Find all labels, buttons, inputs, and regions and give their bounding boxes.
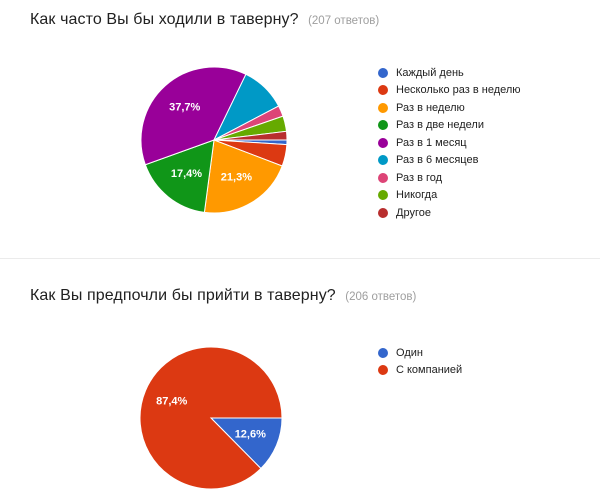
legend-item: Раз в 6 месяцев xyxy=(378,152,521,170)
legend-swatch-icon xyxy=(378,85,388,96)
pie-slice-4[interactable] xyxy=(140,66,247,166)
slice-percent-label: 17,4% xyxy=(171,168,202,180)
legend-item: Несколько раз в неделю xyxy=(378,82,521,100)
legend-swatch-icon xyxy=(378,365,388,376)
legend-label: Раз в 1 месяц xyxy=(396,136,467,149)
question-title-row: Как часто Вы бы ходили в таверну? (207 о… xyxy=(30,11,379,29)
legend-swatch-icon xyxy=(378,137,388,148)
pie-slice-1[interactable] xyxy=(139,346,283,490)
legend-swatch-icon xyxy=(378,347,388,358)
responses-count: (207 ответов) xyxy=(308,15,380,27)
pie-slice-8[interactable] xyxy=(213,130,288,141)
legend-frequency: Каждый день Несколько раз в неделю Раз в н… xyxy=(378,64,521,222)
legend-item: Никогда xyxy=(378,187,521,205)
legend-item: Раз в две недели xyxy=(378,117,521,135)
legend-label: Раз в две недели xyxy=(396,119,484,132)
pie-slice-2[interactable] xyxy=(203,139,283,214)
section-divider xyxy=(0,258,600,259)
legend-label: Никогда xyxy=(396,189,438,202)
legend-item: Раз в 1 месяц xyxy=(378,134,521,152)
legend-label: Раз в 6 месяцев xyxy=(396,154,479,167)
legend-label: Несколько раз в неделю xyxy=(396,84,521,97)
pie-chart-frequency[interactable]: 21,3% 17,4% 37,7% xyxy=(134,60,294,220)
pie-slice-0[interactable] xyxy=(209,417,283,470)
question-title-row: Как Вы предпочли бы прийти в таверну? (2… xyxy=(30,287,416,305)
legend-label: Один xyxy=(396,346,423,359)
legend-swatch-icon xyxy=(378,172,388,183)
legend-label: Раз в неделю xyxy=(396,101,465,114)
legend-swatch-icon xyxy=(378,102,388,113)
legend-item: Раз в неделю xyxy=(378,99,521,117)
pie-slice-3[interactable] xyxy=(144,139,215,213)
legend-swatch-icon xyxy=(378,207,388,218)
slice-percent-label: 87,4% xyxy=(156,396,187,408)
legend-label: Каждый день xyxy=(396,66,464,79)
legend-label: С компанией xyxy=(396,364,463,377)
legend-swatch-icon xyxy=(378,67,388,78)
legend-item: Один xyxy=(378,344,462,362)
question-title: Как часто Вы бы ходили в таверну? xyxy=(30,11,299,28)
legend-label: Раз в год xyxy=(396,171,443,184)
slice-percent-label: 21,3% xyxy=(221,172,252,184)
legend-label: Другое xyxy=(396,206,431,219)
legend-item: Другое xyxy=(378,204,521,222)
responses-count: (206 ответов) xyxy=(345,291,417,303)
legend-company: Один С компанией xyxy=(378,344,462,379)
slice-percent-label: 12,6% xyxy=(235,428,266,440)
legend-item: Каждый день xyxy=(378,64,521,82)
pie-chart-company[interactable]: 12,6% 87,4% xyxy=(131,338,291,496)
legend-swatch-icon xyxy=(378,120,388,131)
legend-item: Раз в год xyxy=(378,169,521,187)
legend-item: С компанией xyxy=(378,362,462,380)
slice-percent-label: 37,7% xyxy=(169,101,200,113)
question-title: Как Вы предпочли бы прийти в таверну? xyxy=(30,287,336,304)
legend-swatch-icon xyxy=(378,190,388,201)
legend-swatch-icon xyxy=(378,155,388,166)
